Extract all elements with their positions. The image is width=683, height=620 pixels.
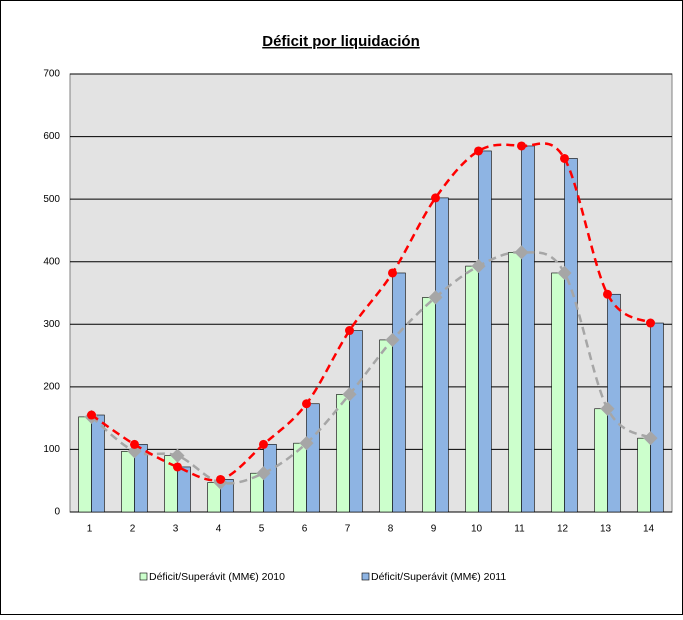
marker [471, 259, 486, 274]
bar [478, 150, 492, 513]
bar [637, 437, 651, 513]
marker [646, 318, 655, 328]
marker [216, 474, 225, 484]
bar [392, 272, 406, 513]
x-tick-label: 8 [388, 524, 394, 535]
plot-area [69, 73, 673, 513]
marker [130, 439, 139, 449]
chart-title: Déficit por liquidación [262, 33, 420, 50]
marker [388, 268, 397, 278]
x-tick-label: 1 [87, 524, 93, 535]
bar [607, 293, 621, 513]
x-tick-label: 9 [431, 524, 437, 535]
marker [385, 332, 400, 347]
bar [177, 466, 191, 513]
legend-swatch [361, 572, 370, 581]
marker [299, 436, 314, 451]
x-tick-label: 5 [259, 524, 265, 535]
marker [342, 387, 357, 402]
bar [121, 451, 135, 513]
marker [600, 401, 615, 416]
y-tick-label: 400 [43, 256, 60, 267]
legend-swatch [139, 572, 148, 581]
marker [87, 410, 96, 420]
x-tick-label: 10 [471, 524, 483, 535]
bar [91, 414, 105, 513]
marker [259, 439, 268, 449]
bar [508, 252, 522, 513]
marker [514, 245, 529, 260]
bar [349, 330, 363, 513]
legend-label: Déficit/Superávit (MM€) 2011 [371, 571, 506, 583]
marker [603, 289, 612, 299]
marker [428, 290, 443, 305]
y-tick-label: 600 [43, 131, 60, 142]
y-tick-label: 500 [43, 194, 60, 205]
bar [379, 339, 393, 513]
bar [293, 442, 307, 513]
marker [557, 265, 572, 281]
bar [564, 158, 578, 513]
bar [134, 444, 148, 513]
marker [173, 462, 182, 472]
y-tick-label: 200 [43, 381, 60, 392]
x-tick-label: 4 [216, 524, 222, 535]
bar [521, 145, 535, 513]
marker [302, 399, 311, 409]
x-tick-label: 13 [600, 524, 612, 535]
y-tick-label: 0 [54, 507, 60, 518]
marker [560, 153, 569, 163]
marker [431, 193, 440, 203]
bar [594, 408, 608, 513]
bar [220, 479, 234, 513]
bar [306, 403, 320, 513]
x-tick-label: 12 [557, 524, 569, 535]
marker [345, 326, 354, 336]
x-tick-label: 11 [514, 524, 525, 535]
x-tick-label: 7 [345, 524, 351, 535]
marker [643, 431, 658, 446]
trend-line [90, 251, 652, 485]
bar [465, 265, 479, 513]
bar [422, 297, 436, 513]
marker [517, 141, 526, 151]
x-tick-label: 6 [302, 524, 308, 535]
marker [474, 146, 483, 156]
bar [435, 197, 449, 513]
bar [78, 416, 92, 513]
x-tick-label: 3 [173, 524, 179, 535]
marker [256, 466, 271, 481]
bar [336, 394, 350, 513]
bar [650, 322, 664, 513]
legend-label: Déficit/Superávit (MM€) 2010 [149, 571, 285, 583]
marker [170, 448, 185, 463]
y-tick-label: 700 [43, 69, 60, 80]
bar [551, 272, 565, 513]
y-tick-label: 100 [43, 444, 60, 455]
y-tick-label: 300 [43, 319, 60, 330]
x-tick-label: 2 [130, 524, 136, 535]
x-tick-label: 14 [643, 524, 655, 535]
